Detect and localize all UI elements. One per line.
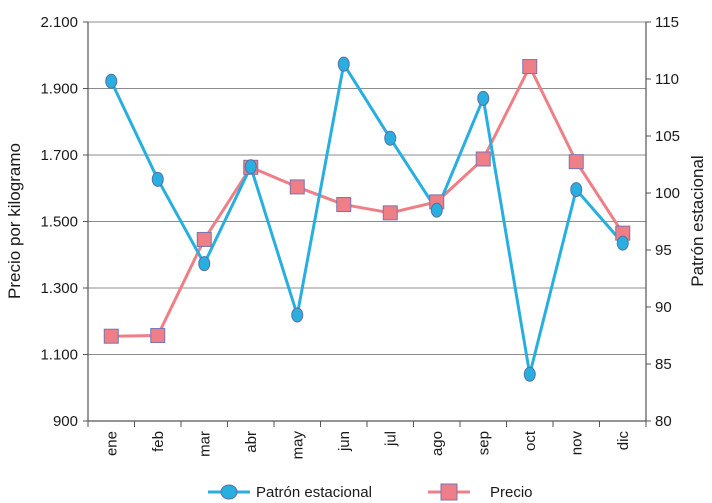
precio-line xyxy=(111,65,625,338)
precio-point xyxy=(522,59,538,75)
x-tick-label: sep xyxy=(475,431,492,455)
legend-patron-label: Patrón estacional xyxy=(256,484,372,501)
x-tick-label: oct xyxy=(522,430,539,451)
y-tick-label: 1.700 xyxy=(40,147,78,164)
patron-point xyxy=(477,90,490,106)
series-lines xyxy=(109,62,625,376)
patron-line xyxy=(109,62,624,376)
patron-point xyxy=(291,307,304,323)
y-tick-label: 1.500 xyxy=(40,214,78,231)
patron-point xyxy=(337,56,350,72)
patron-point xyxy=(198,256,211,272)
patron-point xyxy=(105,73,118,89)
y2-tick-label: 90 xyxy=(655,299,672,316)
x-tick-label: may xyxy=(289,431,306,460)
patron-point xyxy=(151,171,164,187)
y2-tick-label: 115 xyxy=(655,14,679,31)
y2-tick-label: 100 xyxy=(655,185,680,202)
patron-point xyxy=(384,130,397,146)
x-tick-label: ene xyxy=(103,431,120,456)
y2-tick-label: 95 xyxy=(655,242,672,259)
y2-tick-label: 85 xyxy=(655,356,672,373)
precio-point xyxy=(103,328,119,344)
series-markers xyxy=(103,56,631,382)
x-tick-label: mar xyxy=(196,431,213,457)
precio-point xyxy=(336,197,352,213)
y2-tick-label: 80 xyxy=(655,413,672,430)
x-tick-label: dic xyxy=(615,431,632,451)
precio-point xyxy=(196,231,212,247)
x-tick-label: jun xyxy=(336,431,353,452)
y-tick-label: 2.100 xyxy=(40,14,78,31)
axes xyxy=(83,21,651,427)
y-tick-label: 900 xyxy=(53,413,78,430)
x-tick-label: abr xyxy=(243,431,260,453)
patron-point xyxy=(244,159,257,175)
y-tick-label: 1.300 xyxy=(40,280,78,297)
gridlines xyxy=(88,21,646,422)
patron-point xyxy=(523,366,536,382)
y-tick-label: 1.100 xyxy=(40,347,78,364)
precio-point xyxy=(289,179,305,195)
y2-tick-label: 110 xyxy=(655,71,679,88)
x-tick-label: nov xyxy=(568,431,585,456)
patron-point xyxy=(430,202,443,218)
legend-precio-marker xyxy=(440,483,458,501)
tick-labels: 900 1.100 1.300 1.500 1.700 1.900 2.100 80 85 90 9… xyxy=(40,14,680,459)
precio-point xyxy=(568,154,584,170)
precio-point xyxy=(475,151,491,167)
x-tick-label: feb xyxy=(150,431,167,452)
legend-precio-label: Precio xyxy=(490,484,533,501)
legend-patron-marker xyxy=(220,484,238,500)
legend: Patrón estacional Precio xyxy=(208,483,533,501)
precio-point xyxy=(382,205,398,221)
patron-point xyxy=(616,235,629,251)
y2-axis-title: Patrón estacional xyxy=(688,155,707,286)
y-axis-title: Precio por kilogramo xyxy=(5,143,24,299)
precio-point xyxy=(150,328,166,344)
y2-tick-label: 105 xyxy=(655,128,680,145)
patron-point xyxy=(570,182,583,198)
x-tick-label: ago xyxy=(429,431,446,456)
x-tick-label: jul xyxy=(382,431,399,447)
y-tick-label: 1.900 xyxy=(40,81,78,98)
